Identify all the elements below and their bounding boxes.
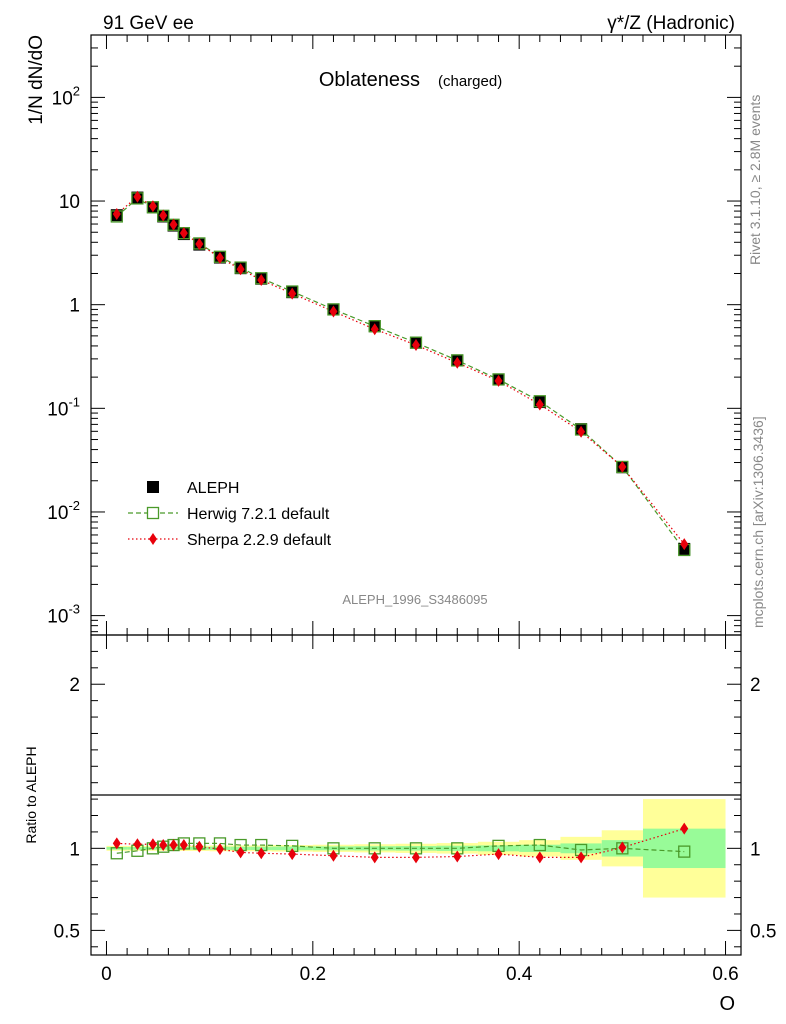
ratio-sherpa-point [148,838,157,851]
ratio-sherpa-point [195,840,204,853]
sherpa-point [215,251,224,264]
herwig-line [116,197,685,551]
sherpa-point [257,274,266,287]
ratio-sherpa-point [370,851,379,864]
sherpa-point [412,339,420,352]
x-tick-label: 0.6 [712,964,738,985]
sherpa-point [148,200,157,213]
sherpa-point [236,263,245,276]
sherpa-point [288,287,297,300]
main-y-tick-label: 102 [52,83,80,109]
sherpa-point [159,209,168,222]
ratio-y-tick-label-left: 0.5 [54,921,80,942]
ratio-sherpa-point [494,848,503,861]
sherpa-point [179,227,188,240]
ratio-panel: 0 0.2 0.4 0.6 0.5 0.5 1 1 2 2 Ratio to ALEPH O [23,634,776,1015]
sherpa-point [535,398,544,411]
legend-label: Sherpa 2.2.9 default [187,532,332,549]
header-right: γ*/Z (Hadronic) [607,13,735,34]
sherpa-point [133,190,142,203]
ratio-sherpa-point [577,851,586,864]
ratio-sherpa-point [215,843,224,856]
ratio-y-label: Ratio to ALEPH [23,746,39,843]
main-y-tick-label: 10 [59,192,80,213]
main-data [110,190,691,557]
legend-aleph-marker [147,481,159,493]
legend-label: Herwig 7.2.1 default [187,506,330,523]
ratio-y-tick-label-right: 1 [750,839,761,860]
ratio-y-tick-label-right: 0.5 [750,921,776,942]
ratio-stat-band [560,843,602,854]
legend-herwig-marker [146,506,160,520]
sherpa-point [195,238,204,251]
ratio-sherpa-point [329,849,338,862]
main-y-tick-label: 10-2 [47,498,80,524]
rivet-label: Rivet 3.1.10, ≥ 2.8M events [747,95,763,265]
main-y-tick-label: 10-3 [47,602,80,628]
sherpa-point [680,538,689,551]
main-y-tick-label: 10-1 [47,394,80,420]
legend: ALEPH Herwig 7.2.1 default Sherpa 2.2.9 de… [128,480,332,549]
ratio-sherpa-point [680,822,689,835]
sherpa-point [112,207,121,220]
main-y-tick-label: 1 [69,296,80,317]
ratio-sherpa-point [257,847,266,860]
ratio-axes: 0 0.2 0.4 0.6 0.5 0.5 1 1 2 2 [54,635,776,985]
ratio-sherpa-point [112,837,121,850]
ratio-stat-band [519,844,561,852]
ratio-sherpa-point [159,839,168,852]
legend-sherpa-marker [149,533,157,545]
x-tick-label: 0 [101,964,112,985]
main-axes: 10-3 10-2 10-1 1 10 102 [47,34,741,635]
ratio-sherpa-point [179,839,188,852]
header-left: 91 GeV ee [103,13,194,34]
main-panel: Oblateness (charged) 1/N dN/dO ALEPH_199… [26,34,742,636]
chart-subtitle: (charged) [438,73,502,90]
ratio-data [110,822,691,864]
ratio-stat-band [436,845,478,851]
ratio-sherpa-point [236,846,245,859]
legend-label: ALEPH [187,480,239,497]
sherpa-point [494,374,503,387]
ratio-sherpa-point [288,848,297,861]
analysis-watermark: ALEPH_1996_S3486095 [342,592,487,607]
ratio-sherpa-point [169,839,178,852]
ratio-y-tick-label-left: 1 [69,839,80,860]
sherpa-point [370,323,379,336]
mcplots-label: mcplots.cern.ch [arXiv:1306.3436] [750,416,766,628]
ratio-herwig-point [533,838,546,852]
ratio-herwig-point [678,845,691,858]
ratio-stat-band [642,828,726,869]
ratio-sherpa-point [133,838,142,851]
x-axis-label: O [719,993,735,1015]
y-axis-label: 1/N dN/dO [26,35,47,125]
chart-title: Oblateness [319,69,420,91]
sherpa-point [169,218,178,231]
ratio-sherpa-point [453,850,462,863]
ratio-y-tick-label-left: 2 [69,675,80,696]
sherpa-point [453,356,462,369]
ratio-sherpa-point [535,851,544,864]
sherpa-point [329,305,338,318]
ratio-sherpa-point [618,841,627,854]
sherpa-point [577,425,586,438]
sherpa-point [618,460,627,473]
x-tick-label: 0.4 [506,964,533,985]
x-tick-label: 0.2 [300,964,326,985]
ratio-sherpa-point [412,851,420,864]
ratio-y-tick-label-right: 2 [750,675,761,696]
